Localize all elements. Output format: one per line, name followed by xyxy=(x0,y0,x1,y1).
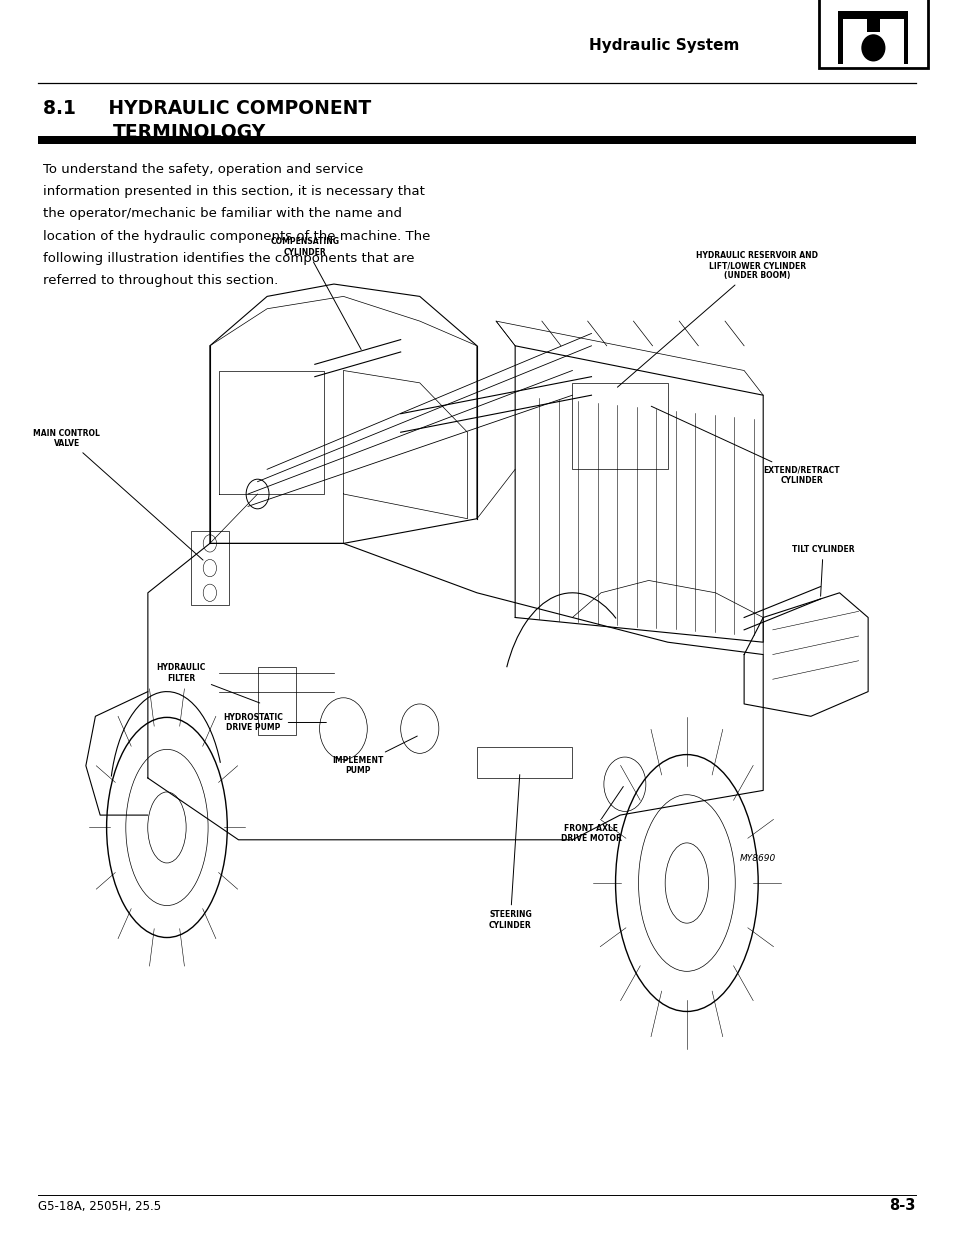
Text: information presented in this section, it is necessary that: information presented in this section, i… xyxy=(43,185,424,199)
Bar xyxy=(257,667,295,735)
Text: 8.1     HYDRAULIC COMPONENT: 8.1 HYDRAULIC COMPONENT xyxy=(43,99,371,117)
Text: G5-18A, 2505H, 25.5: G5-18A, 2505H, 25.5 xyxy=(38,1199,161,1213)
Bar xyxy=(838,11,841,64)
Text: the operator/mechanic be familiar with the name and: the operator/mechanic be familiar with t… xyxy=(43,207,401,221)
Text: 8-3: 8-3 xyxy=(888,1198,915,1213)
Text: HYDRAULIC
FILTER: HYDRAULIC FILTER xyxy=(156,663,259,703)
Ellipse shape xyxy=(861,35,884,62)
Bar xyxy=(476,747,572,778)
Text: following illustration identifies the components that are: following illustration identifies the co… xyxy=(43,252,414,266)
Text: HYDROSTATIC
DRIVE PUMP: HYDROSTATIC DRIVE PUMP xyxy=(223,713,326,732)
Bar xyxy=(903,11,907,64)
Bar xyxy=(572,383,667,469)
Text: EXTEND/RETRACT
CYLINDER: EXTEND/RETRACT CYLINDER xyxy=(651,406,839,485)
Text: TILT CYLINDER: TILT CYLINDER xyxy=(791,545,854,597)
Text: location of the hydraulic components of the machine. The: location of the hydraulic components of … xyxy=(43,230,430,243)
Text: MY8690: MY8690 xyxy=(739,853,775,863)
Text: FRONT AXLE
DRIVE MOTOR: FRONT AXLE DRIVE MOTOR xyxy=(560,787,622,844)
Text: STEERING
CYLINDER: STEERING CYLINDER xyxy=(489,774,531,930)
Text: TERMINOLOGY: TERMINOLOGY xyxy=(112,124,266,142)
Bar xyxy=(866,11,879,32)
Text: To understand the safety, operation and service: To understand the safety, operation and … xyxy=(43,163,363,177)
Text: HYDRAULIC RESERVOIR AND
LIFT/LOWER CYLINDER
(UNDER BOOM): HYDRAULIC RESERVOIR AND LIFT/LOWER CYLIN… xyxy=(617,251,818,388)
Text: referred to throughout this section.: referred to throughout this section. xyxy=(43,274,278,288)
Bar xyxy=(818,0,927,68)
Text: MAIN CONTROL
VALVE: MAIN CONTROL VALVE xyxy=(33,429,203,561)
Bar xyxy=(842,11,902,20)
Text: Hydraulic System: Hydraulic System xyxy=(588,38,739,53)
Text: IMPLEMENT
PUMP: IMPLEMENT PUMP xyxy=(332,736,416,776)
Bar xyxy=(38,136,915,144)
Bar xyxy=(191,531,229,605)
Text: COMPENSATING
CYLINDER: COMPENSATING CYLINDER xyxy=(271,237,361,350)
